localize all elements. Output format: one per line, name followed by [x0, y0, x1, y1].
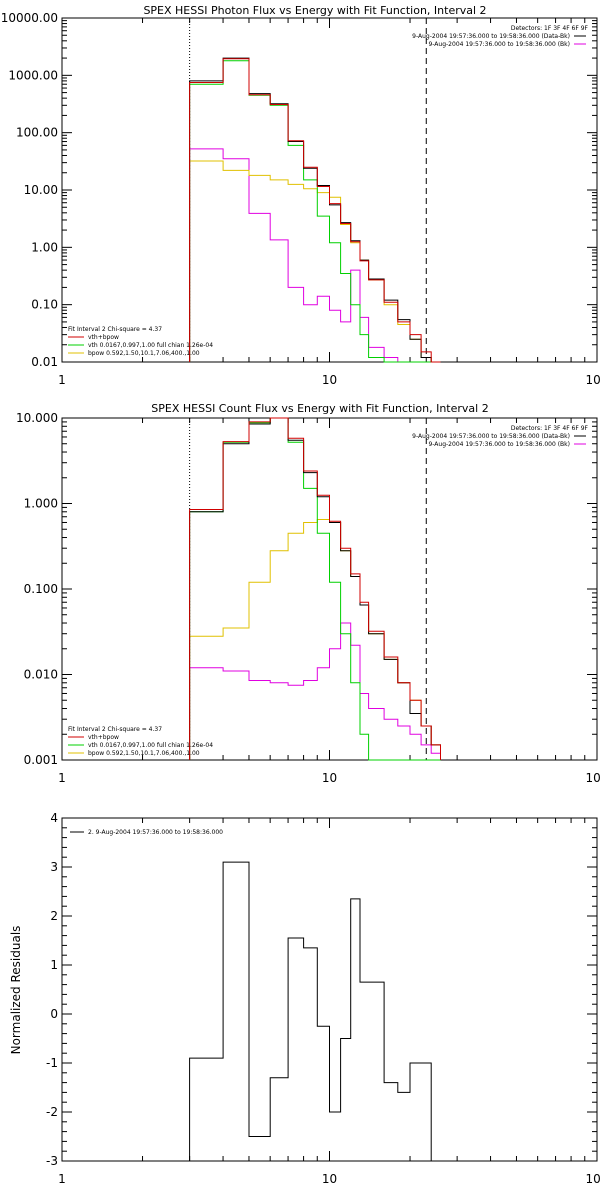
x-tick-label: 100	[586, 771, 600, 785]
x-tick-label: 10	[322, 1172, 337, 1186]
y-tick-label: 3	[50, 860, 58, 874]
count-legend-vth: vth 0.0167,0.997,1.00 full chian 1.26e-0…	[88, 742, 213, 749]
photon-legend-bpow: bpow 0.592,1.50,10.1,7.06,400.,1.00	[88, 350, 200, 357]
photon-legend-fit-interval: Fit Interval 2 Chi-square = 4.37	[68, 326, 162, 333]
count-series-vth	[189, 417, 441, 761]
y-tick-label: 0.010	[24, 668, 58, 682]
photon-legend-databk: 9-Aug-2004 19:57:36.000 to 19:58:36.000 …	[412, 33, 570, 40]
count-chart-title: SPEX HESSI Count Flux vs Energy with Fit…	[151, 402, 488, 415]
count-plot-frame	[61, 417, 598, 761]
count-series-total	[189, 417, 441, 760]
y-tick-label: 0.100	[24, 582, 58, 596]
resid-series-data	[189, 861, 432, 1161]
y-tick-label: -2	[46, 1105, 58, 1119]
y-tick-label: 100.00	[16, 126, 58, 140]
photon-legend-bk: 9-Aug-2004 19:57:36.000 to 19:58:36.000 …	[428, 41, 570, 48]
y-tick-label: 10.00	[24, 183, 58, 197]
photon-detectors-label: Detectors: 1F 3F 4F 6F 9F	[511, 25, 589, 32]
y-tick-label: 10.000	[16, 411, 58, 425]
photon-series-layer	[189, 18, 441, 363]
residuals-chart: 1 10 100 -3 -2 -1 0 1 2 3 4 Normalized Residuals 2…	[9, 811, 600, 1186]
count-legend-bpow: bpow 0.592,1.50,10.1,7.06,400.,1.00	[88, 750, 200, 757]
photon-legend-vth: vth 0.0167,0.997,1.00 full chian 1.26e-0…	[88, 342, 213, 349]
photon-series-vth	[189, 60, 441, 363]
x-tick-label: 1	[58, 771, 66, 785]
y-tick-label: 0.01	[31, 355, 58, 369]
photon-series-bk	[189, 148, 441, 363]
count-series-bk	[189, 622, 441, 760]
count-legend-databk: 9-Aug-2004 19:57:36.000 to 19:58:36.000 …	[412, 433, 570, 440]
y-tick-label: 0.001	[24, 753, 58, 767]
y-tick-label: 1.00	[31, 240, 58, 254]
count-legend-bk: 9-Aug-2004 19:57:36.000 to 19:58:36.000 …	[428, 441, 570, 448]
count-series-bpow	[189, 519, 441, 760]
y-tick-label: 10000.00	[1, 11, 58, 25]
residuals-legend-label: 2. 9-Aug-2004 19:57:36.000 to 19:58:36.0…	[88, 829, 223, 836]
residuals-ylabel: Normalized Residuals	[9, 926, 23, 1055]
photon-legend-right: 9-Aug-2004 19:57:36.000 to 19:58:36.000 …	[412, 33, 586, 48]
x-tick-label: 100	[586, 1172, 600, 1186]
count-series-layer	[189, 417, 441, 761]
x-tick-label: 10	[322, 771, 337, 785]
y-tick-label: 2	[50, 909, 58, 923]
residuals-legend: 2. 9-Aug-2004 19:57:36.000 to 19:58:36.0…	[70, 829, 223, 836]
count-legend-total: vth+bpow	[88, 734, 119, 741]
photon-legend-left: Fit Interval 2 Chi-square = 4.37 vth+bpo…	[68, 326, 213, 357]
count-legend-fit-interval: Fit Interval 2 Chi-square = 4.37	[68, 726, 162, 733]
photon-series-total	[189, 58, 441, 363]
photon-series-bpow	[189, 160, 441, 363]
photon-flux-chart: SPEX HESSI Photon Flux vs Energy with Fi…	[1, 4, 600, 387]
y-tick-label: -1	[46, 1056, 58, 1070]
photon-chart-title: SPEX HESSI Photon Flux vs Energy with Fi…	[143, 4, 486, 17]
count-legend-left: Fit Interval 2 Chi-square = 4.37 vth+bpo…	[68, 726, 213, 757]
y-tick-label: 1	[50, 958, 58, 972]
photon-axes: 1 10 100 0.01 0.10 1.00 10.00 100.00 1000.00 1000…	[1, 11, 600, 387]
x-tick-label: 100	[586, 373, 600, 387]
count-flux-chart: SPEX HESSI Count Flux vs Energy with Fit…	[16, 402, 600, 785]
count-legend-right: 9-Aug-2004 19:57:36.000 to 19:58:36.000 …	[412, 433, 586, 448]
photon-series-data	[189, 57, 441, 363]
y-tick-label: 1000.00	[8, 68, 58, 82]
y-tick-label: 0.10	[31, 298, 58, 312]
count-series-data	[189, 417, 441, 760]
count-detectors-label: Detectors: 1F 3F 4F 6F 9F	[511, 425, 589, 432]
photon-legend-total: vth+bpow	[88, 334, 119, 341]
y-tick-label: 1.000	[24, 497, 58, 511]
residuals-axes: 1 10 100 -3 -2 -1 0 1 2 3 4	[46, 811, 600, 1186]
count-axes: 1 10 100 0.001 0.010 0.100 1.000 10.000	[16, 411, 600, 785]
x-tick-label: 1	[58, 1172, 66, 1186]
residuals-series-layer	[189, 861, 432, 1161]
x-tick-label: 10	[322, 373, 337, 387]
x-tick-label: 1	[58, 373, 66, 387]
y-tick-label: 4	[50, 811, 58, 825]
y-tick-label: 0	[50, 1007, 58, 1021]
y-tick-label: -3	[46, 1154, 58, 1168]
